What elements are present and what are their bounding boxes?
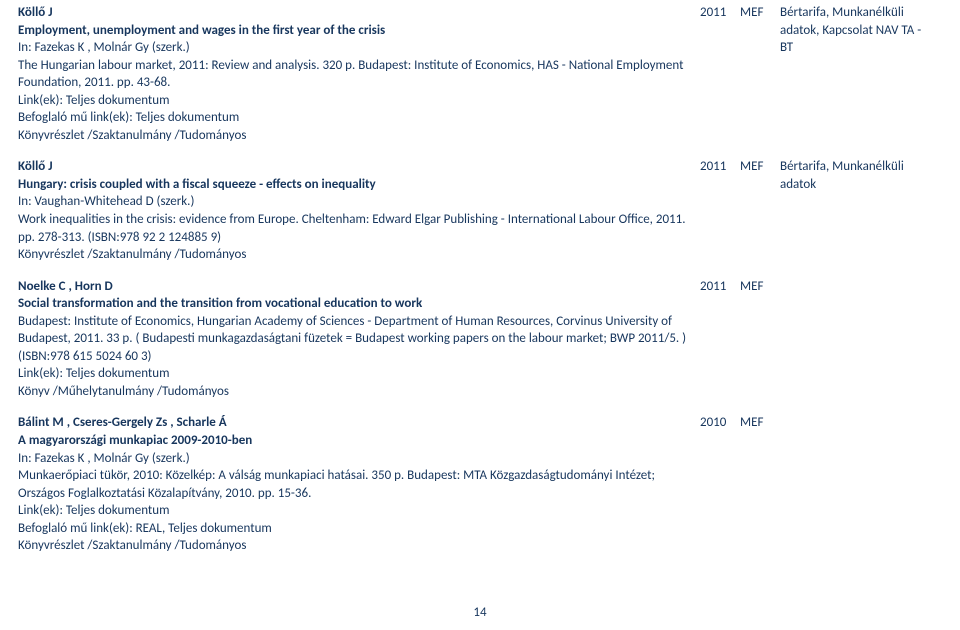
entry-publication: Work inequalities in the crisis: evidenc… [18, 211, 688, 246]
entry-links: Link(ek): Teljes dokumentum [18, 502, 688, 520]
entry-code: MEF [740, 4, 780, 144]
entry-year: 2011 [700, 4, 740, 144]
bibliography-entry: Köllő JHungary: crisis coupled with a fi… [18, 158, 928, 263]
entry-year: 2010 [700, 414, 740, 554]
entry-code: MEF [740, 158, 780, 263]
entry-publication: The Hungarian labour market, 2011: Revie… [18, 57, 688, 92]
entry-links: Link(ek): Teljes dokumentum [18, 365, 688, 383]
bibliography-entry: Noelke C , Horn DSocial transformation a… [18, 278, 928, 401]
entry-type: Könyv /Műhelytanulmány /Tudományos [18, 383, 688, 401]
entry-publication: Budapest: Institute of Economics, Hungar… [18, 313, 688, 366]
entry-befoglalo: Befoglaló mű link(ek): Teljes dokumentum [18, 109, 688, 127]
bibliography-entry: Köllő JEmployment, unemployment and wage… [18, 4, 928, 144]
page-number: 14 [0, 605, 960, 620]
entry-type: Könyvrészlet /Szaktanulmány /Tudományos [18, 246, 688, 264]
entry-year: 2011 [700, 278, 740, 401]
entry-title: Employment, unemployment and wages in th… [18, 22, 688, 40]
entry-tags: Bértarifa, Munkanélküli adatok, Kapcsola… [780, 4, 928, 144]
entry-title: A magyarországi munkapiac 2009-2010-ben [18, 432, 688, 450]
entry-in: In: Fazekas K , Molnár Gy (szerk.) [18, 450, 688, 468]
entry-code: MEF [740, 278, 780, 401]
entry-author: Köllő J [18, 4, 688, 22]
entry-title: Hungary: crisis coupled with a fiscal sq… [18, 176, 688, 194]
entry-author: Köllő J [18, 158, 688, 176]
entry-links: Link(ek): Teljes dokumentum [18, 92, 688, 110]
entry-befoglalo: Befoglaló mű link(ek): REAL, Teljes doku… [18, 520, 688, 538]
entry-year: 2011 [700, 158, 740, 263]
entry-author: Bálint M , Cseres-Gergely Zs , Scharle Á [18, 414, 688, 432]
entry-in: In: Fazekas K , Molnár Gy (szerk.) [18, 39, 688, 57]
bibliography-entry: Bálint M , Cseres-Gergely Zs , Scharle Á… [18, 414, 928, 554]
entry-type: Könyvrészlet /Szaktanulmány /Tudományos [18, 537, 688, 555]
entry-in: In: Vaughan-Whitehead D (szerk.) [18, 193, 688, 211]
entry-code: MEF [740, 414, 780, 554]
entry-tags: Bértarifa, Munkanélküli adatok [780, 158, 928, 263]
entry-tags [780, 414, 928, 554]
entry-author: Noelke C , Horn D [18, 278, 688, 296]
entry-publication: Munkaerőpiaci tükör, 2010: Közelkép: A v… [18, 467, 688, 502]
entry-type: Könyvrészlet /Szaktanulmány /Tudományos [18, 127, 688, 145]
entry-tags [780, 278, 928, 401]
entry-title: Social transformation and the transition… [18, 295, 688, 313]
